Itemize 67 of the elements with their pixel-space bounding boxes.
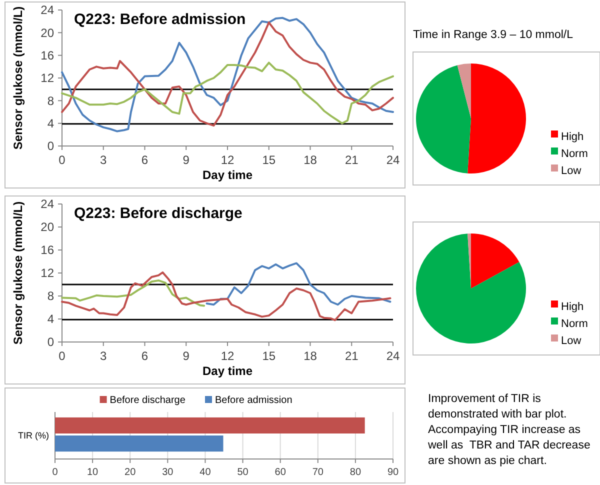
pie-slice — [416, 234, 526, 344]
legend-label: Norm — [561, 148, 588, 160]
legend-label: High — [561, 130, 584, 143]
line-series — [61, 271, 392, 322]
x-tick-label: 12 — [220, 153, 234, 167]
x-tick-label: 9 — [182, 349, 190, 363]
y-tick-label: 16 — [40, 243, 54, 258]
x-tick-label: 50 — [237, 467, 249, 478]
chart-title: Q223: Before discharge — [74, 205, 242, 222]
pie-slice — [471, 234, 520, 288]
pie-slice — [416, 65, 471, 174]
y-tick-label: 24 — [40, 197, 54, 212]
x-tick-label: 24 — [386, 349, 400, 363]
y-tick-label: 24 — [40, 3, 54, 18]
x-tick-label: 20 — [124, 467, 136, 478]
x-tick-label: 80 — [350, 467, 362, 478]
x-tick-label: 18 — [304, 349, 318, 363]
x-tick-label: 40 — [200, 467, 212, 478]
legend-label: Low — [561, 164, 582, 177]
y-tick-label: 8 — [47, 289, 54, 304]
x-axis-title: Day time — [202, 364, 253, 378]
legend-label: Norm — [561, 318, 588, 330]
pie-slice — [468, 64, 526, 174]
legend-label: Before admission — [215, 395, 292, 406]
y-tick-label: 0 — [47, 335, 54, 350]
text: Improvement of TIR is demonstrated with bar plot. Accompaying TIR increase as well as TBR and TAR decrease are shown as pie chart. — [427, 393, 590, 467]
legend-label: Before discharge — [110, 395, 186, 406]
line-series — [206, 262, 392, 306]
x-tick-label: 9 — [182, 153, 190, 167]
x-tick-label: 0 — [58, 349, 66, 363]
y-tick-label: 20 — [40, 26, 54, 40]
legend-label: High — [561, 300, 584, 313]
x-tick-label: 70 — [312, 467, 324, 478]
y-axis-title: Sensor glukose (mmol/L) — [11, 201, 25, 345]
line-series — [61, 279, 206, 307]
x-tick-label: 60 — [274, 467, 286, 478]
x-tick-label: 18 — [304, 153, 318, 167]
y-tick-label: 12 — [40, 266, 54, 280]
x-tick-label: 21 — [344, 153, 359, 167]
x-tick-label: 6 — [141, 349, 148, 363]
x-tick-label: 90 — [387, 467, 399, 478]
y-axis-title: Sensor glukose (mmol/L) — [11, 6, 25, 150]
x-tick-label: 12 — [220, 349, 234, 363]
pie-slice — [457, 64, 471, 118]
y-tick-label: 4 — [47, 312, 54, 326]
line-series — [61, 62, 394, 124]
y-tick-label: 12 — [40, 71, 54, 86]
y-tick-label: 8 — [47, 94, 54, 108]
y-tick-label: 0 — [47, 139, 54, 154]
x-tick-label: 21 — [344, 349, 359, 363]
chart-title: Time in Range 3.9 – 10 mmol/L — [413, 29, 574, 41]
x-tick-label: 15 — [262, 153, 276, 167]
x-tick-label: 10 — [86, 467, 99, 478]
y-tick-label: 20 — [40, 220, 54, 234]
y-tick-label: TIR (%) — [18, 430, 49, 441]
x-tick-label: 15 — [262, 349, 276, 363]
chart-title: Q223: Before admission — [74, 11, 246, 28]
x-tick-label: 30 — [162, 467, 174, 478]
x-tick-label: 3 — [100, 153, 108, 167]
x-tick-label: 0 — [58, 153, 66, 167]
x-axis-title: Day time — [202, 168, 253, 182]
x-tick-label: 3 — [100, 349, 108, 363]
x-tick-label: 6 — [141, 153, 148, 167]
y-tick-label: 16 — [40, 48, 54, 63]
legend-label: Low — [561, 334, 582, 347]
x-tick-label: 24 — [386, 153, 400, 167]
y-tick-label: 4 — [47, 116, 54, 131]
